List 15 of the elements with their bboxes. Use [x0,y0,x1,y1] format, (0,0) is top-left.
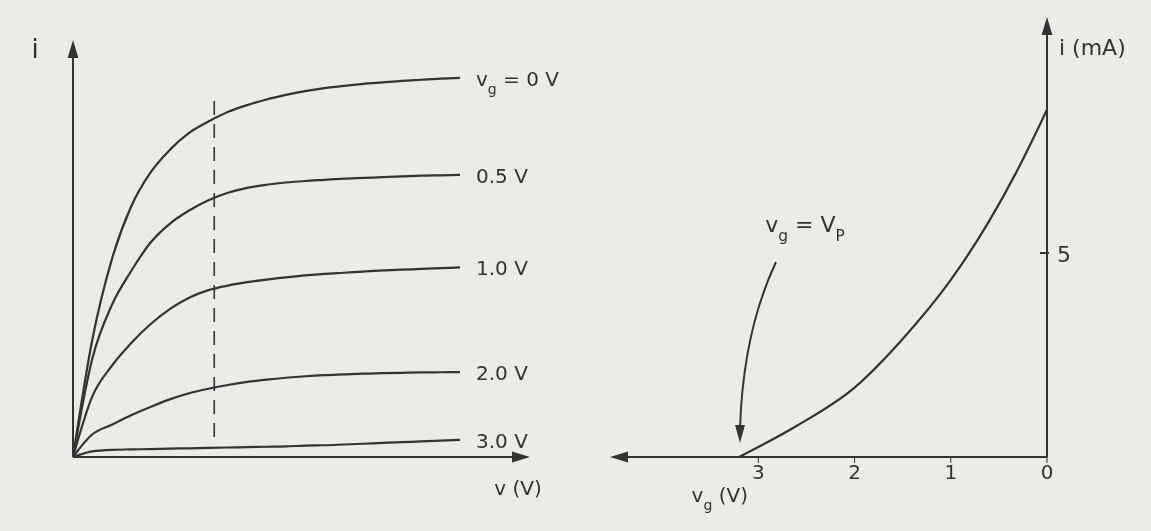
x-tick-label: 3 [751,460,765,485]
series-label: 3.0 V [476,428,529,453]
series-label: v$_{g}$ = 0 V [476,66,560,97]
x-tick-label: 1 [944,460,958,485]
y-axis-title: i [31,34,39,64]
series-label: 1.0 V [476,256,529,281]
series-label: 2.0 V [476,361,529,386]
series-label: 0.5 V [476,163,529,188]
y-axis-title: i (mA) [1059,35,1126,60]
annotation: v$_{g}$ = V$_{P}$ [765,212,845,245]
x-tick-label: 2 [848,460,861,485]
text: 5 [1057,242,1071,267]
x-axis-title: v$_{g}$ (V) [691,483,748,513]
x-axis-title: v (V) [494,476,542,500]
x-tick-label: 0 [1040,460,1054,485]
